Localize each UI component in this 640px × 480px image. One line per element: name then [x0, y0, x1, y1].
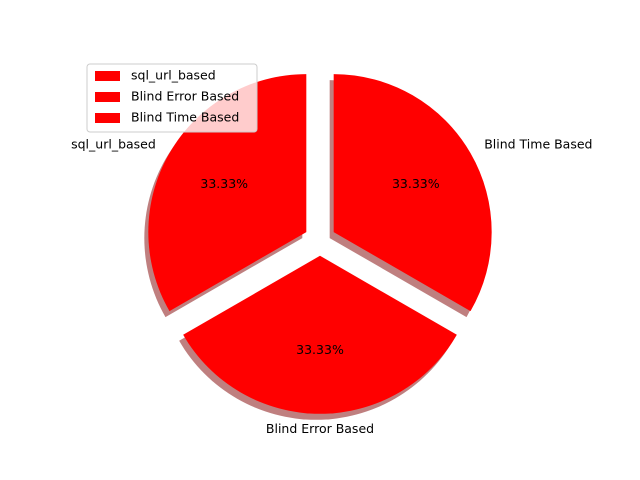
slice-labels: 33.33% sql_url_based 33.33% Blind Error Bas…	[71, 137, 592, 436]
legend-entry-label: Blind Time Based	[131, 110, 239, 125]
legend: sql_url_based Blind Error Based Blind Time…	[86, 63, 258, 133]
legend-entry-label: Blind Error Based	[131, 89, 239, 104]
pie-slice-1	[148, 74, 307, 312]
legend-swatch	[95, 71, 120, 81]
pie-slices	[148, 74, 492, 414]
slice-category-label: sql_url_based	[71, 137, 156, 152]
pie-slice-3	[333, 74, 492, 312]
legend-entry-label: sql_url_based	[131, 68, 216, 83]
legend-swatch	[95, 113, 120, 123]
slice-percent-label: 33.33%	[392, 176, 440, 191]
legend-swatch	[95, 92, 120, 102]
pie-slice-2	[183, 255, 457, 414]
slice-category-label: Blind Error Based	[266, 421, 374, 436]
slice-category-label: Blind Time Based	[484, 137, 592, 152]
slice-percent-label: 33.33%	[296, 342, 344, 357]
legend-frame	[86, 63, 258, 133]
slice-percent-label: 33.33%	[200, 176, 248, 191]
